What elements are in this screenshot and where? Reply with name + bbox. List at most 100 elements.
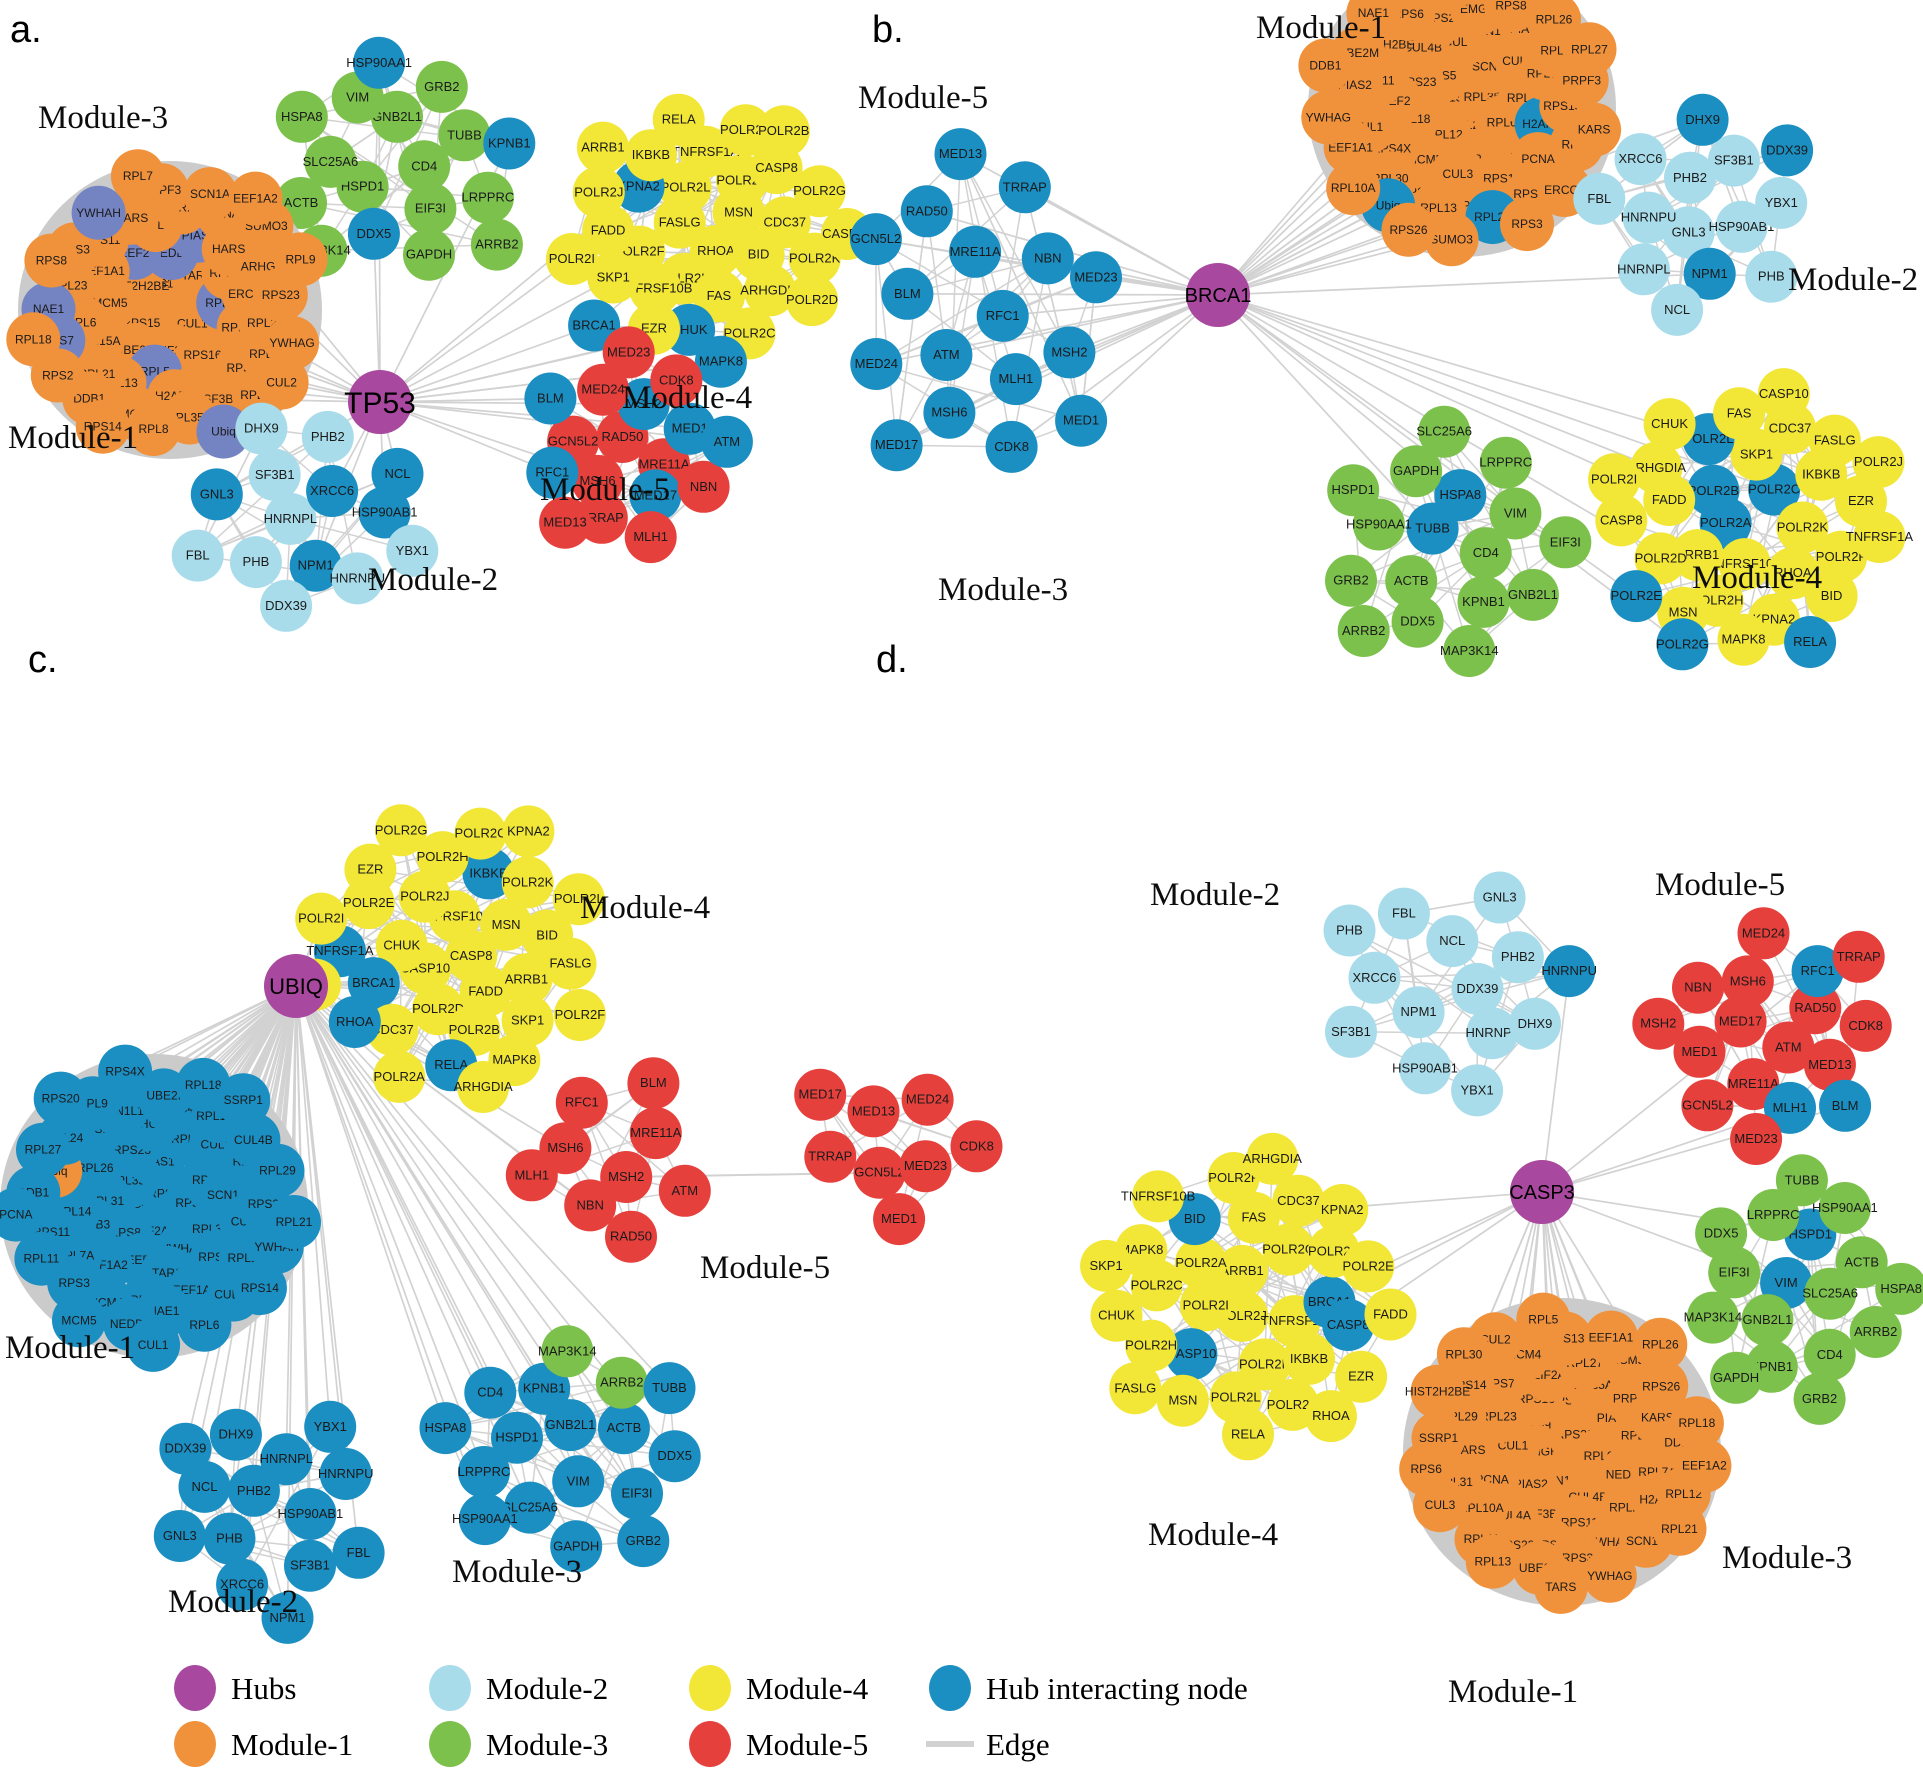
node-label-HSPA8: HSPA8 <box>281 109 323 124</box>
node-label-EIF3I: EIF3I <box>415 201 446 216</box>
node-label-FBL: FBL <box>186 548 210 563</box>
node-label-RPL18: RPL18 <box>15 332 52 346</box>
node-label-ARHGDIA: ARHGDIA <box>1243 1151 1303 1166</box>
node-label-BLM: BLM <box>640 1075 667 1090</box>
node-label-POLR2D: POLR2D <box>786 292 838 307</box>
node-label-POLR2K: POLR2K <box>1777 520 1829 535</box>
node-label-XRCC6: XRCC6 <box>1618 151 1662 166</box>
node-label-RPL18: RPL18 <box>1679 1416 1716 1430</box>
node-label-MAP3K14: MAP3K14 <box>1440 643 1499 658</box>
module-label-Module-3-panel-b: Module-3 <box>938 572 1068 608</box>
node-label-TUBB: TUBB <box>652 1380 687 1395</box>
node-label-CD4: CD4 <box>477 1385 503 1400</box>
node-label-RPL5: RPL5 <box>1528 1313 1558 1327</box>
node-label-LRPPRC: LRPPRC <box>462 190 515 205</box>
node-label-MAPK8: MAPK8 <box>699 354 743 369</box>
node-label-PHB2: PHB2 <box>1501 949 1535 964</box>
node-label-FASLG: FASLG <box>1814 433 1856 448</box>
node-label-MAPK8: MAPK8 <box>1721 632 1765 647</box>
node-label-GRB2: GRB2 <box>1802 1391 1837 1406</box>
node-label-MED23: MED23 <box>607 344 650 359</box>
node-label-SLC25A6: SLC25A6 <box>1416 424 1472 439</box>
node-label-POLR2I: POLR2I <box>549 251 595 266</box>
node-label-GRB2: GRB2 <box>424 79 459 94</box>
node-label-VIM: VIM <box>1504 506 1527 521</box>
node-label-FADD: FADD <box>591 223 626 238</box>
node-label-CUL1: CUL1 <box>138 1338 169 1352</box>
node-label-HSP90AA1: HSP90AA1 <box>1812 1200 1878 1215</box>
node-label-RPL27: RPL27 <box>1571 42 1608 56</box>
node-label-MED17: MED17 <box>799 1087 842 1102</box>
node-label-DHX9: DHX9 <box>244 421 279 436</box>
node-label-NPM1: NPM1 <box>1692 266 1728 281</box>
node-label-RPL9: RPL9 <box>285 252 315 266</box>
node-label-RPL30: RPL30 <box>1446 1347 1483 1361</box>
module-label-Module-4-panel-d: Module-4 <box>1148 1517 1278 1553</box>
node-label-CASP8: CASP8 <box>755 160 798 175</box>
node-label-PHB: PHB <box>1758 269 1785 284</box>
hub-label-BRCA1: BRCA1 <box>1185 285 1252 307</box>
module-label-Module-3-panel-a: Module-3 <box>38 100 168 136</box>
node-label-MRE11A: MRE11A <box>638 456 689 471</box>
node-label-FASLG: FASLG <box>550 956 592 971</box>
edge <box>1012 258 1048 447</box>
node-label-MSN: MSN <box>492 917 521 932</box>
node-label-POLR2G: POLR2G <box>1656 636 1709 651</box>
node-label-RPL29: RPL29 <box>259 1164 296 1178</box>
node-label-ACTB: ACTB <box>284 195 319 210</box>
node-label-NPM1: NPM1 <box>1401 1004 1437 1019</box>
node-label-MLH1: MLH1 <box>633 529 668 544</box>
node-label-GRB2: GRB2 <box>1333 573 1368 588</box>
node-label-CD4: CD4 <box>1817 1347 1843 1362</box>
node-label-ATM: ATM <box>933 347 959 362</box>
node-label-POLR2J: POLR2J <box>574 184 623 199</box>
node-label-GAPDH: GAPDH <box>553 1538 599 1553</box>
node-label-HNRNPL: HNRNPL <box>264 511 317 526</box>
module1-swatch <box>174 1721 216 1767</box>
panel-letter-b: b. <box>872 9 904 51</box>
node-label-HSPD1: HSPD1 <box>495 1430 538 1445</box>
node-label-YWHAG: YWHAG <box>1587 1569 1632 1583</box>
node-label-CUL4B: CUL4B <box>234 1133 273 1147</box>
legend-label-edge: Edge <box>986 1727 1050 1762</box>
node-label-MSH2: MSH2 <box>608 1169 644 1184</box>
legend-item-module1: Module-1 <box>174 1721 353 1767</box>
node-label-ARRB2: ARRB2 <box>600 1375 643 1390</box>
node-label-POLR2B: POLR2B <box>758 123 809 138</box>
node-label-CHUK: CHUK <box>1651 416 1688 431</box>
module-label-Module-5-panel-a: Module-5 <box>540 472 670 508</box>
node-label-XRCC6: XRCC6 <box>1352 970 1396 985</box>
node-label-POLR2D: POLR2D <box>1635 550 1687 565</box>
node-label-POLR2H: POLR2H <box>1125 1338 1177 1353</box>
node-label-SF3B1: SF3B1 <box>290 1558 330 1573</box>
node-label-HSP90AA1: HSP90AA1 <box>346 55 412 70</box>
node-label-FASLG: FASLG <box>1114 1380 1156 1395</box>
node-label-POLR2L: POLR2L <box>661 180 711 195</box>
node-label-HSP90AB1: HSP90AB1 <box>1392 1060 1458 1075</box>
node-label-PCNA: PCNA <box>1521 152 1554 166</box>
node-label-NBN: NBN <box>576 1197 603 1212</box>
node-label-BLM: BLM <box>894 286 921 301</box>
node-label-DHX9: DHX9 <box>1518 1016 1553 1031</box>
node-label-HARS: HARS <box>212 242 245 256</box>
node-label-CDK8: CDK8 <box>1848 1018 1883 1033</box>
legend-label-module1: Module-1 <box>231 1727 353 1762</box>
legend-label-module3: Module-3 <box>486 1727 608 1762</box>
node-label-POLR2K: POLR2K <box>1239 1356 1291 1371</box>
node-label-RPS2: RPS2 <box>42 369 74 383</box>
node-label-NBN: NBN <box>1034 250 1061 265</box>
node-label-MED1: MED1 <box>1681 1044 1717 1059</box>
node-label-FBL: FBL <box>1392 906 1416 921</box>
node-label-TNFRSF1A: TNFRSF1A <box>306 943 374 958</box>
module-label-Module-2-panel-b: Module-2 <box>1788 262 1918 298</box>
node-label-VIM: VIM <box>346 90 369 105</box>
node-label-CDC37: CDC37 <box>1769 420 1812 435</box>
node-label-RPS8: RPS8 <box>1495 0 1527 13</box>
node-label-RPL8: RPL8 <box>138 422 168 436</box>
node-label-LRPPRC: LRPPRC <box>1747 1207 1800 1222</box>
node-label-KPNB1: KPNB1 <box>523 1381 566 1396</box>
node-label-PHB2: PHB2 <box>237 1483 271 1498</box>
node-label-YWHAH: YWHAH <box>76 206 121 220</box>
node-label-SLC25A6: SLC25A6 <box>303 154 359 169</box>
